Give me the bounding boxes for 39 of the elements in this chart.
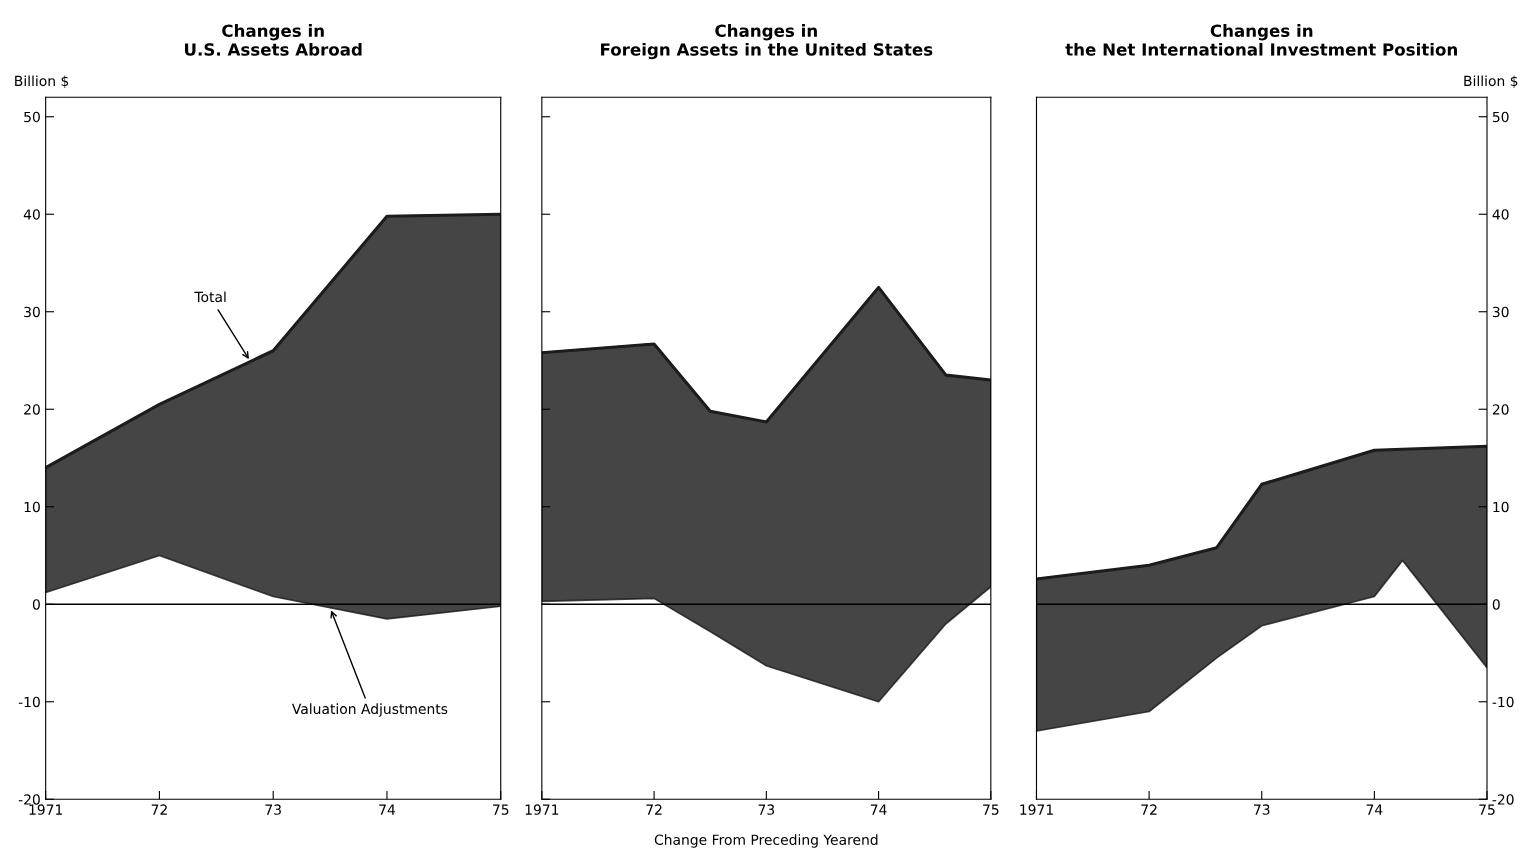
y-tick-label: -20	[18, 794, 40, 805]
x-tick-label: 75	[493, 804, 509, 815]
x-tick-label: 1971	[29, 804, 63, 815]
y-tick-label: 0	[32, 599, 40, 610]
x-axis-title: Change From Preceding Yearend	[654, 834, 878, 848]
x-tick-label: 75	[983, 804, 999, 815]
y2-tick-label: 30	[1492, 306, 1509, 318]
y2-tick-label: 50	[1492, 111, 1509, 123]
x-tick-label: 73	[1254, 804, 1270, 815]
x-tick-label: 72	[1141, 804, 1157, 815]
x-tick-label: 75	[1479, 804, 1495, 815]
y-tick-label: 10	[24, 501, 40, 513]
annotation: Total	[194, 291, 226, 303]
y2-axis-title: Billion $	[1464, 75, 1518, 88]
y-tick-label: 20	[24, 404, 40, 415]
annotation: Valuation Adjustments	[291, 703, 448, 717]
chart-title: Changes in Foreign Assets in the United States	[601, 24, 933, 60]
y2-tick-label: -20	[1492, 794, 1514, 805]
chart-title: Changes in U.S. Assets Abroad	[185, 24, 362, 56]
y2-tick-label: 20	[1492, 404, 1509, 415]
x-tick-label: 1971	[1020, 804, 1053, 815]
y2-tick-label: 10	[1493, 501, 1509, 513]
y-tick-label: 30	[24, 306, 40, 318]
x-tick-label: 74	[379, 804, 396, 815]
y-tick-label: -10	[18, 696, 40, 708]
x-tick-label: 73	[758, 804, 775, 815]
x-tick-label: 73	[265, 804, 281, 815]
y-tick-label: 40	[23, 209, 40, 220]
y2-tick-label: 0	[1492, 599, 1500, 610]
y-axis-title: Billion $	[15, 75, 69, 88]
y2-tick-label: 40	[1492, 209, 1509, 220]
y-tick-label: 50	[24, 111, 40, 123]
chart-title: Changes in the Net International Investment Position	[1065, 24, 1457, 56]
x-tick-label: 72	[646, 804, 662, 815]
y2-tick-label: -10	[1492, 696, 1514, 708]
x-tick-label: 74	[870, 804, 887, 815]
x-tick-label: 74	[1366, 804, 1383, 815]
x-tick-label: 1971	[525, 804, 559, 815]
x-tick-label: 72	[151, 804, 167, 815]
